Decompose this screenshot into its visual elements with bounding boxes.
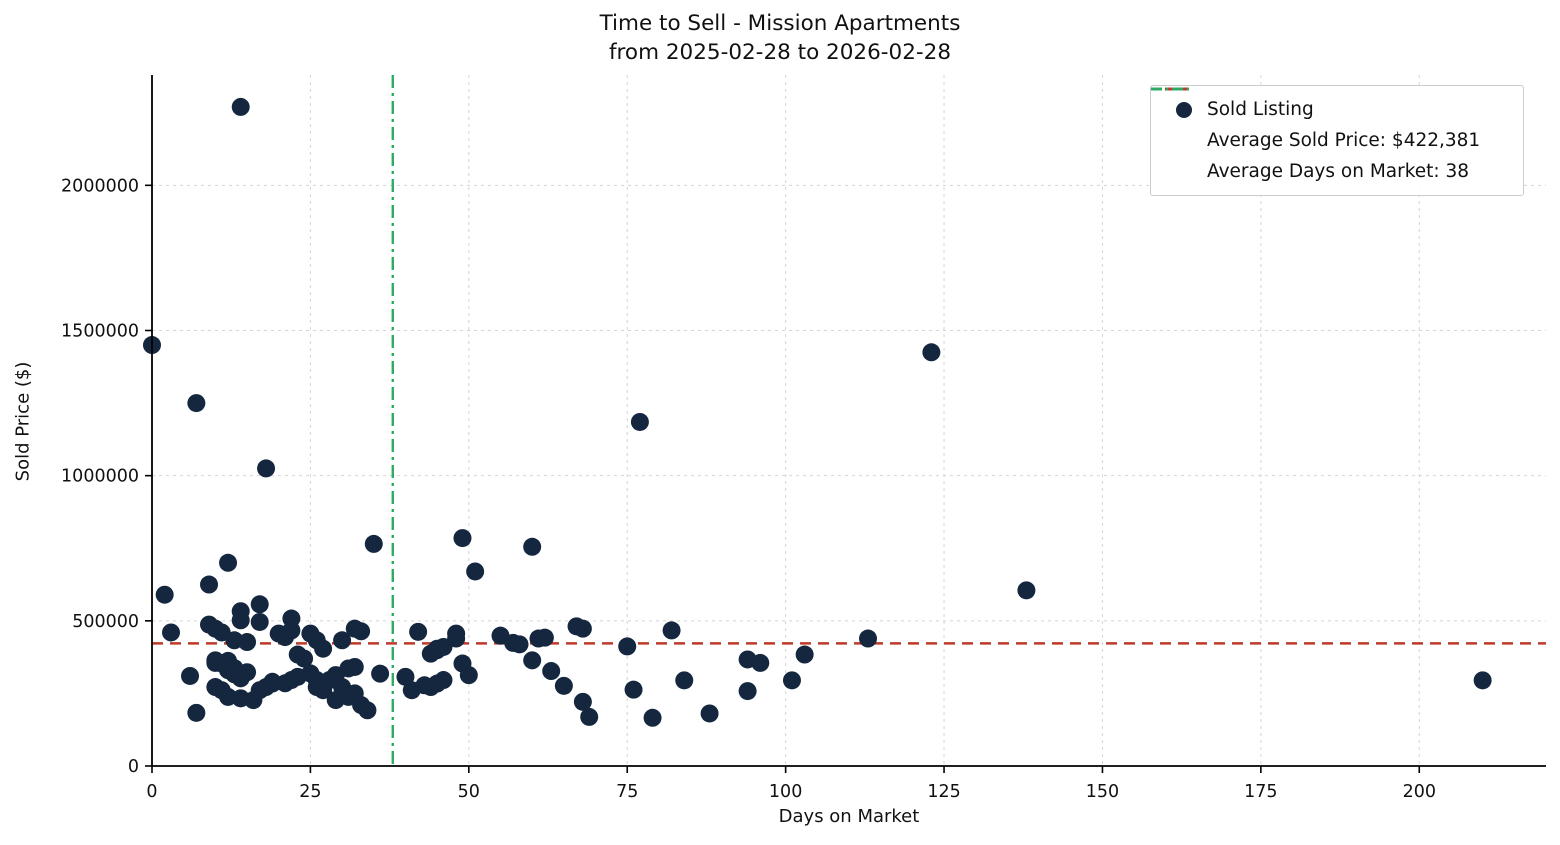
legend-label-avg-days: Average Days on Market: 38 [1207,161,1470,182]
sold-listing-point [466,562,485,581]
sold-listing-point [345,657,364,676]
sold-listing-point [630,412,649,431]
sold-listing-point [396,667,415,686]
sold-listing-dot-icon [1161,101,1207,118]
sold-listing-point [225,659,244,678]
sold-listing-point [859,629,878,648]
chart-title-line2: from 2025-02-28 to 2026-02-28 [608,40,952,65]
sold-listing-point [257,459,276,478]
sold-listing-point [624,680,643,699]
sold-listing-point [618,637,637,656]
sold-listing-point [751,653,770,672]
x-tick-label: 175 [1244,782,1277,802]
sold-listing-point [1473,671,1492,690]
sold-listing-point [447,629,466,648]
sold-listing-point [523,537,542,556]
y-tick-label: 500000 [72,612,139,632]
legend-item-sold-listing: Sold Listing [1161,94,1517,125]
y-tick-label: 1500000 [61,321,139,341]
sold-listing-point [434,637,453,656]
sold-listing-point [238,633,257,652]
chart-title: Time to Sell - Mission Apartments from 2… [0,9,1560,67]
sold-listing-point [187,394,206,413]
x-axis-label: Days on Market [778,806,920,827]
x-tick-label: 25 [299,782,321,802]
sold-listing-point [352,622,371,641]
sold-listing-point [282,621,301,640]
chart-title-line1: Time to Sell - Mission Apartments [599,11,961,36]
legend: Sold Listing Average Sold Price: $422,38… [1150,85,1524,196]
sold-listing-point [314,639,333,658]
sold-listing-point [453,529,472,548]
x-tick-label: 200 [1403,782,1436,802]
sold-listing-point [352,696,371,715]
sold-listing-point [333,631,352,650]
sold-listing-point [371,664,390,683]
sold-listing-point [434,671,453,690]
sold-listing-point [573,619,592,638]
legend-item-avg-days: Average Days on Market: 38 [1151,87,1517,187]
legend-label-sold-listing: Sold Listing [1207,99,1314,120]
legend-label-avg-sold-price: Average Sold Price: $422,381 [1207,130,1481,151]
sold-listing-point [187,703,206,722]
sold-listing-point [554,676,573,695]
sold-listing-point [155,585,174,604]
sold-listing-point [295,649,314,668]
sold-listing-point [510,635,529,654]
legend-item-avg-sold-price: Average Sold Price: $422,381 [1151,87,1517,156]
sold-listing-point [231,611,250,630]
sold-listing-point [181,666,200,685]
y-tick-label: 2000000 [61,176,139,196]
sold-listing-point [250,612,269,631]
y-tick-label: 0 [128,757,139,777]
sold-listing-point [782,671,801,690]
x-tick-label: 125 [927,782,960,802]
sold-listing-point [535,628,554,647]
sold-listing-point [675,671,694,690]
sold-listing-point [364,534,383,553]
sold-listing-point [580,707,599,726]
y-axis-label: Sold Price ($) [12,361,34,482]
x-tick-label: 0 [146,782,157,802]
x-tick-label: 75 [616,782,638,802]
sold-listing-point [643,708,662,727]
sold-listing-point [662,621,681,640]
sold-listing-point [738,682,757,701]
sold-listing-point [542,662,561,681]
sold-listing-point [573,692,592,711]
sold-listing-point [795,645,814,664]
sold-listing-point [1017,581,1036,600]
sold-listing-point [231,97,250,116]
sold-listing-point [409,622,428,641]
sold-listing-point [200,575,219,594]
sold-listing-point [219,553,238,572]
sold-listing-point [459,666,478,685]
x-tick-label: 150 [1086,782,1119,802]
sold-listing-point [922,343,941,362]
sold-listing-point [250,595,269,614]
x-tick-label: 50 [458,782,480,802]
y-tick-label: 1000000 [61,467,139,487]
x-tick-label: 100 [769,782,802,802]
sold-listing-point [244,691,263,710]
sold-listing-point [162,623,181,642]
sold-listing-point [523,651,542,670]
sold-listing-point [700,704,719,723]
